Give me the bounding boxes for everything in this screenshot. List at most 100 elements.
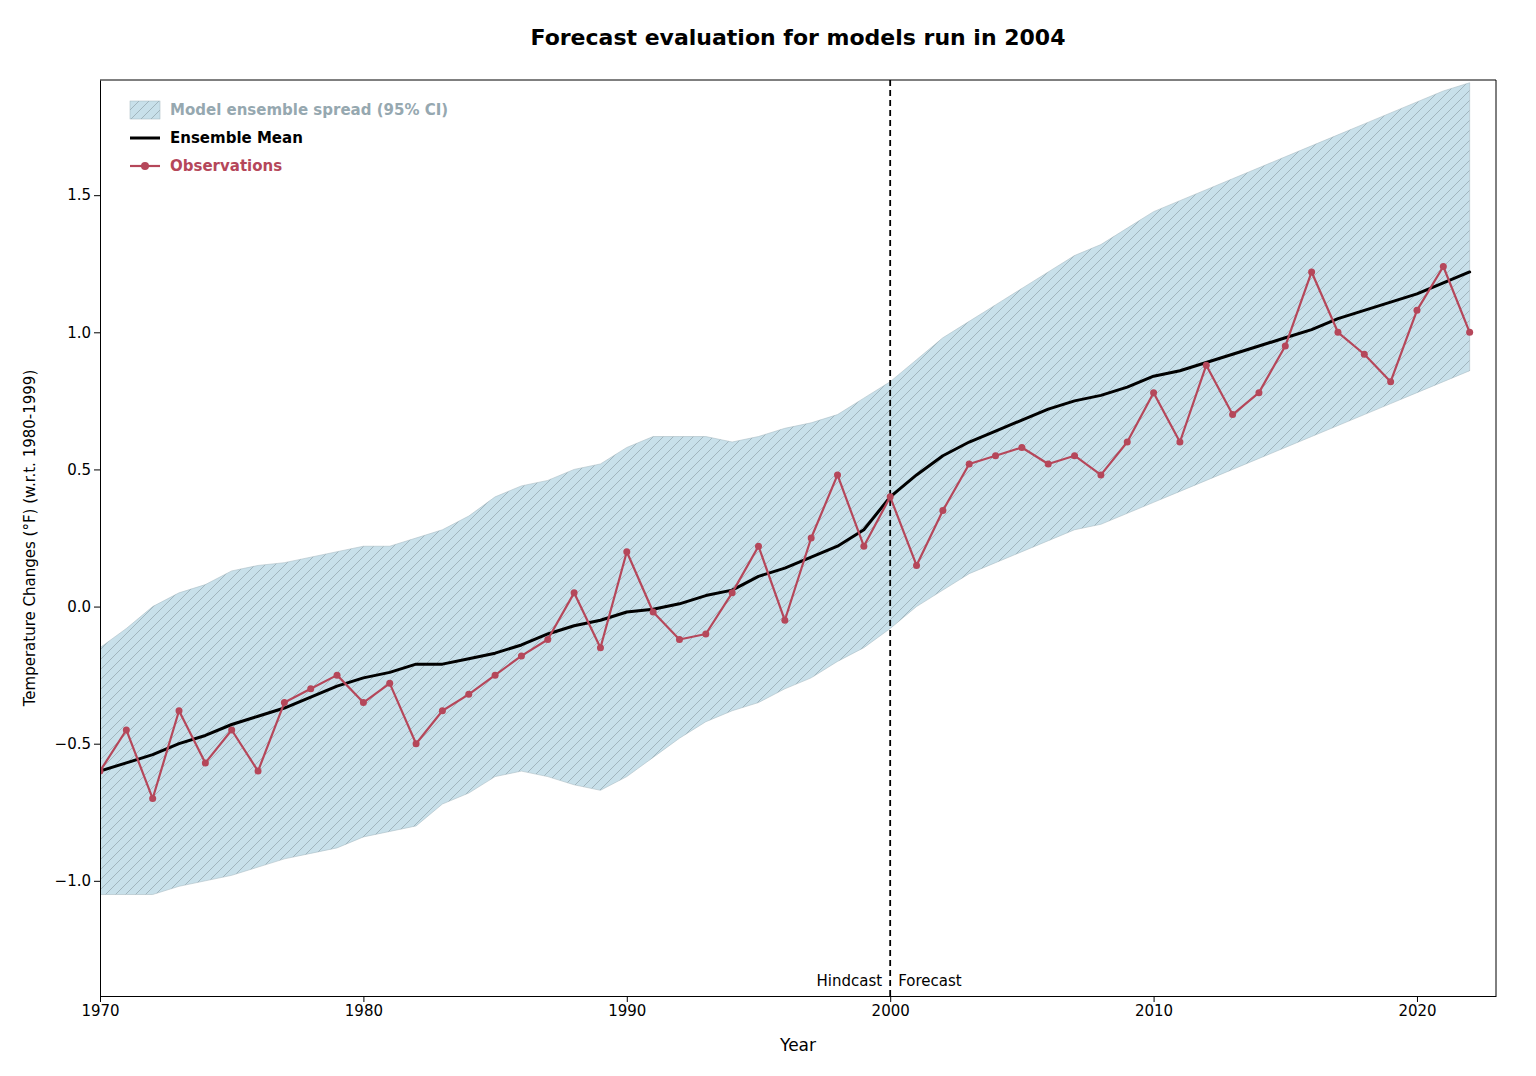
forecast-line [889,80,891,996]
tick: 2000 [872,996,910,1020]
legend-item: Ensemble Mean [130,129,303,147]
tick: 1.5 [67,186,100,204]
point [623,548,630,555]
tick-label: 2000 [872,1002,910,1020]
tick-label: 1.0 [67,324,91,342]
y-axis: −1.0 −0.5 0.0 0.5 1.0 1.5 [55,81,101,997]
x-label: Year [779,1035,816,1055]
tick-mark [94,744,100,745]
point [1018,444,1025,451]
point [887,493,894,500]
legend-label: Ensemble Mean [170,129,303,147]
axis-domain [100,81,101,997]
point [123,726,130,733]
legend: Model ensemble spread (95% CI) Ensemble M… [130,101,448,175]
point [966,460,973,467]
point [1387,378,1394,385]
point [781,617,788,624]
point [1282,343,1289,350]
point [1308,268,1315,275]
point [1255,389,1262,396]
tick: −1.0 [55,872,100,890]
annotation: Forecast [898,972,962,990]
point [1150,389,1157,396]
point [992,452,999,459]
tick: 0.0 [67,598,100,616]
tick: 1990 [608,996,646,1020]
tick: 2010 [1135,996,1173,1020]
point [808,535,815,542]
tick-mark [94,332,100,333]
point [755,543,762,550]
legend-item: Model ensemble spread (95% CI) [130,101,448,119]
point [386,680,393,687]
plot-frame [100,80,1496,996]
point [544,636,551,643]
point [228,726,235,733]
point [597,644,604,651]
legend-swatch [130,137,160,140]
point [676,636,683,643]
tick-mark [94,881,100,882]
point [413,740,420,747]
point [1045,460,1052,467]
series-line [100,266,1470,798]
tick: 0.5 [67,461,100,479]
title: Forecast evaluation for models run in 20… [531,25,1066,50]
annotation: Hindcast [817,972,883,990]
point [1124,439,1131,446]
point [1361,351,1368,358]
tick-label: −1.0 [55,872,91,890]
tick-label: −0.5 [55,735,91,753]
point [1176,439,1183,446]
point [834,471,841,478]
point [913,562,920,569]
point [650,609,657,616]
y-label: Temperature Changes (°F) (w.r.t. 1980-19… [21,370,39,708]
point [729,589,736,596]
tick-label: 1980 [345,1002,383,1020]
tick-label: 2020 [1398,1002,1436,1020]
point [518,652,525,659]
tick: 1980 [345,996,383,1020]
point [1440,263,1447,270]
point [360,699,367,706]
point [255,768,262,775]
point [939,507,946,514]
axis-domain [101,996,1497,997]
tick-label: 0.0 [67,598,91,616]
legend-label: Model ensemble spread (95% CI) [170,101,448,119]
tick-mark [94,195,100,196]
point [860,543,867,550]
legend-swatch [130,101,160,119]
point [334,672,341,679]
legend-label: Observations [170,157,282,175]
point [176,707,183,714]
plot-area [100,80,1473,996]
point [492,672,499,679]
point [1097,471,1104,478]
point [1203,362,1210,369]
x-axis: 1970 1980 1990 2000 2010 2020 [81,996,1496,1020]
tick: −0.5 [55,735,100,753]
tick-mark [94,607,100,608]
tick: 2020 [1398,996,1436,1020]
ci-band [100,83,1470,895]
point [465,691,472,698]
point [439,707,446,714]
tick: 1.0 [67,324,100,342]
legend-marker [141,162,149,170]
tick-label: 1990 [608,1002,646,1020]
chart: 1970 1980 1990 2000 2010 2020 −1.0 −0.5 0.0 0.5 1.… [0,0,1536,1076]
tick-label: 1970 [81,1002,119,1020]
point [281,699,288,706]
point [1466,329,1473,336]
point [571,589,578,596]
point [702,630,709,637]
point [1413,307,1420,314]
point [149,795,156,802]
tick: 1970 [81,996,119,1020]
tick-label: 0.5 [67,461,91,479]
point [1071,452,1078,459]
series-line [100,272,1470,771]
